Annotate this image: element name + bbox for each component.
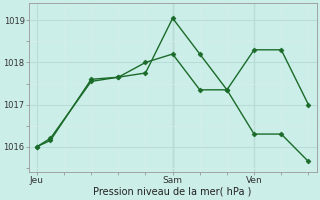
X-axis label: Pression niveau de la mer( hPa ): Pression niveau de la mer( hPa ): [93, 187, 252, 197]
